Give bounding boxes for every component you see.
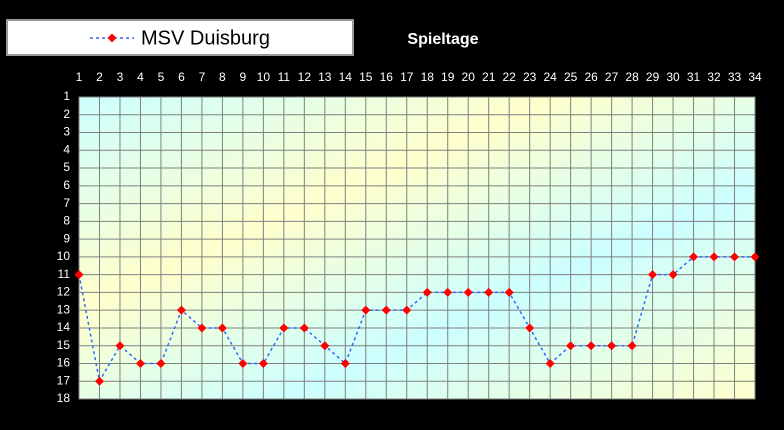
y-tick-label: 10 — [57, 249, 71, 263]
x-tick-label: 16 — [380, 70, 394, 84]
data-point — [197, 323, 207, 333]
data-point — [689, 252, 699, 262]
data-point — [176, 305, 186, 315]
data-point — [135, 358, 145, 368]
series-line — [78, 256, 755, 384]
data-point — [443, 287, 453, 297]
data-point — [402, 305, 412, 315]
data-point — [320, 341, 330, 351]
data-point — [607, 341, 617, 351]
y-tick-label: 5 — [63, 160, 70, 174]
data-point — [74, 270, 84, 280]
x-tick-label: 1 — [76, 70, 83, 84]
x-tick-label: 12 — [298, 70, 312, 84]
plot-area — [78, 96, 756, 400]
x-tick-label: 32 — [707, 70, 721, 84]
x-tick-label: 2 — [96, 70, 103, 84]
y-tick-label: 16 — [57, 356, 71, 370]
data-point — [484, 287, 494, 297]
x-tick-label: 5 — [158, 70, 165, 84]
data-point — [709, 252, 719, 262]
data-point — [258, 358, 268, 368]
data-point — [361, 305, 371, 315]
data-point — [525, 323, 535, 333]
x-tick-label: 11 — [278, 70, 291, 84]
data-point — [340, 358, 350, 368]
data-point — [566, 341, 576, 351]
y-tick-label: 13 — [57, 302, 71, 316]
data-point — [217, 323, 227, 333]
y-tick-label: 6 — [63, 178, 70, 192]
data-point — [730, 252, 740, 262]
x-tick-label: 7 — [199, 70, 206, 84]
data-point — [299, 323, 309, 333]
x-tick-label: 34 — [748, 70, 762, 84]
data-point — [545, 358, 555, 368]
y-tick-label: 14 — [57, 320, 71, 334]
data-point — [381, 305, 391, 315]
data-point — [422, 287, 432, 297]
x-tick-label: 4 — [137, 70, 144, 84]
x-tick-label: 33 — [728, 70, 742, 84]
data-point — [648, 270, 658, 280]
y-tick-label: 9 — [63, 231, 70, 245]
legend-label: MSV Duisburg — [141, 27, 270, 49]
y-tick-label: 1 — [63, 89, 70, 103]
x-tick-label: 27 — [605, 70, 619, 84]
data-point — [463, 287, 473, 297]
x-tick-label: 8 — [219, 70, 226, 84]
x-tick-label: 29 — [646, 70, 660, 84]
y-tick-label: 12 — [57, 285, 71, 299]
y-tick-label: 4 — [63, 142, 70, 156]
y-tick-label: 3 — [63, 125, 70, 139]
y-tick-label: 8 — [63, 214, 70, 228]
data-point — [115, 341, 125, 351]
y-tick-label: 15 — [57, 338, 71, 352]
data-point — [627, 341, 637, 351]
x-tick-label: 25 — [564, 70, 578, 84]
x-tick-label: 6 — [178, 70, 185, 84]
x-tick-label: 21 — [482, 70, 496, 84]
y-tick-label: 2 — [63, 107, 70, 121]
x-tick-label: 26 — [584, 70, 598, 84]
y-tick-label: 17 — [57, 373, 71, 387]
y-tick-label: 18 — [57, 391, 71, 405]
data-point — [504, 287, 514, 297]
data-point — [238, 358, 248, 368]
legend-marker — [107, 33, 117, 43]
x-tick-label: 24 — [543, 70, 557, 84]
x-tick-label: 9 — [240, 70, 247, 84]
data-point — [668, 270, 678, 280]
legend-box — [6, 19, 354, 56]
x-tick-label: 28 — [625, 70, 639, 84]
x-tick-label: 10 — [257, 70, 271, 84]
data-point — [586, 341, 596, 351]
y-tick-label: 11 — [58, 267, 71, 281]
x-tick-label: 19 — [441, 70, 455, 84]
x-tick-label: 17 — [400, 70, 414, 84]
x-tick-label: 15 — [359, 70, 373, 84]
data-point — [94, 376, 104, 386]
data-point — [279, 323, 289, 333]
x-tick-label: 13 — [318, 70, 332, 84]
x-tick-label: 3 — [117, 70, 124, 84]
x-tick-label: 22 — [503, 70, 517, 84]
x-tick-label: 20 — [462, 70, 476, 84]
x-axis-title: Spieltage — [407, 31, 478, 48]
data-point — [156, 358, 166, 368]
x-tick-label: 18 — [421, 70, 435, 84]
x-tick-label: 23 — [523, 70, 537, 84]
data-point — [750, 252, 760, 262]
x-tick-label: 30 — [666, 70, 680, 84]
x-tick-label: 31 — [687, 70, 701, 84]
y-tick-label: 7 — [63, 196, 70, 210]
x-tick-label: 14 — [339, 70, 353, 84]
